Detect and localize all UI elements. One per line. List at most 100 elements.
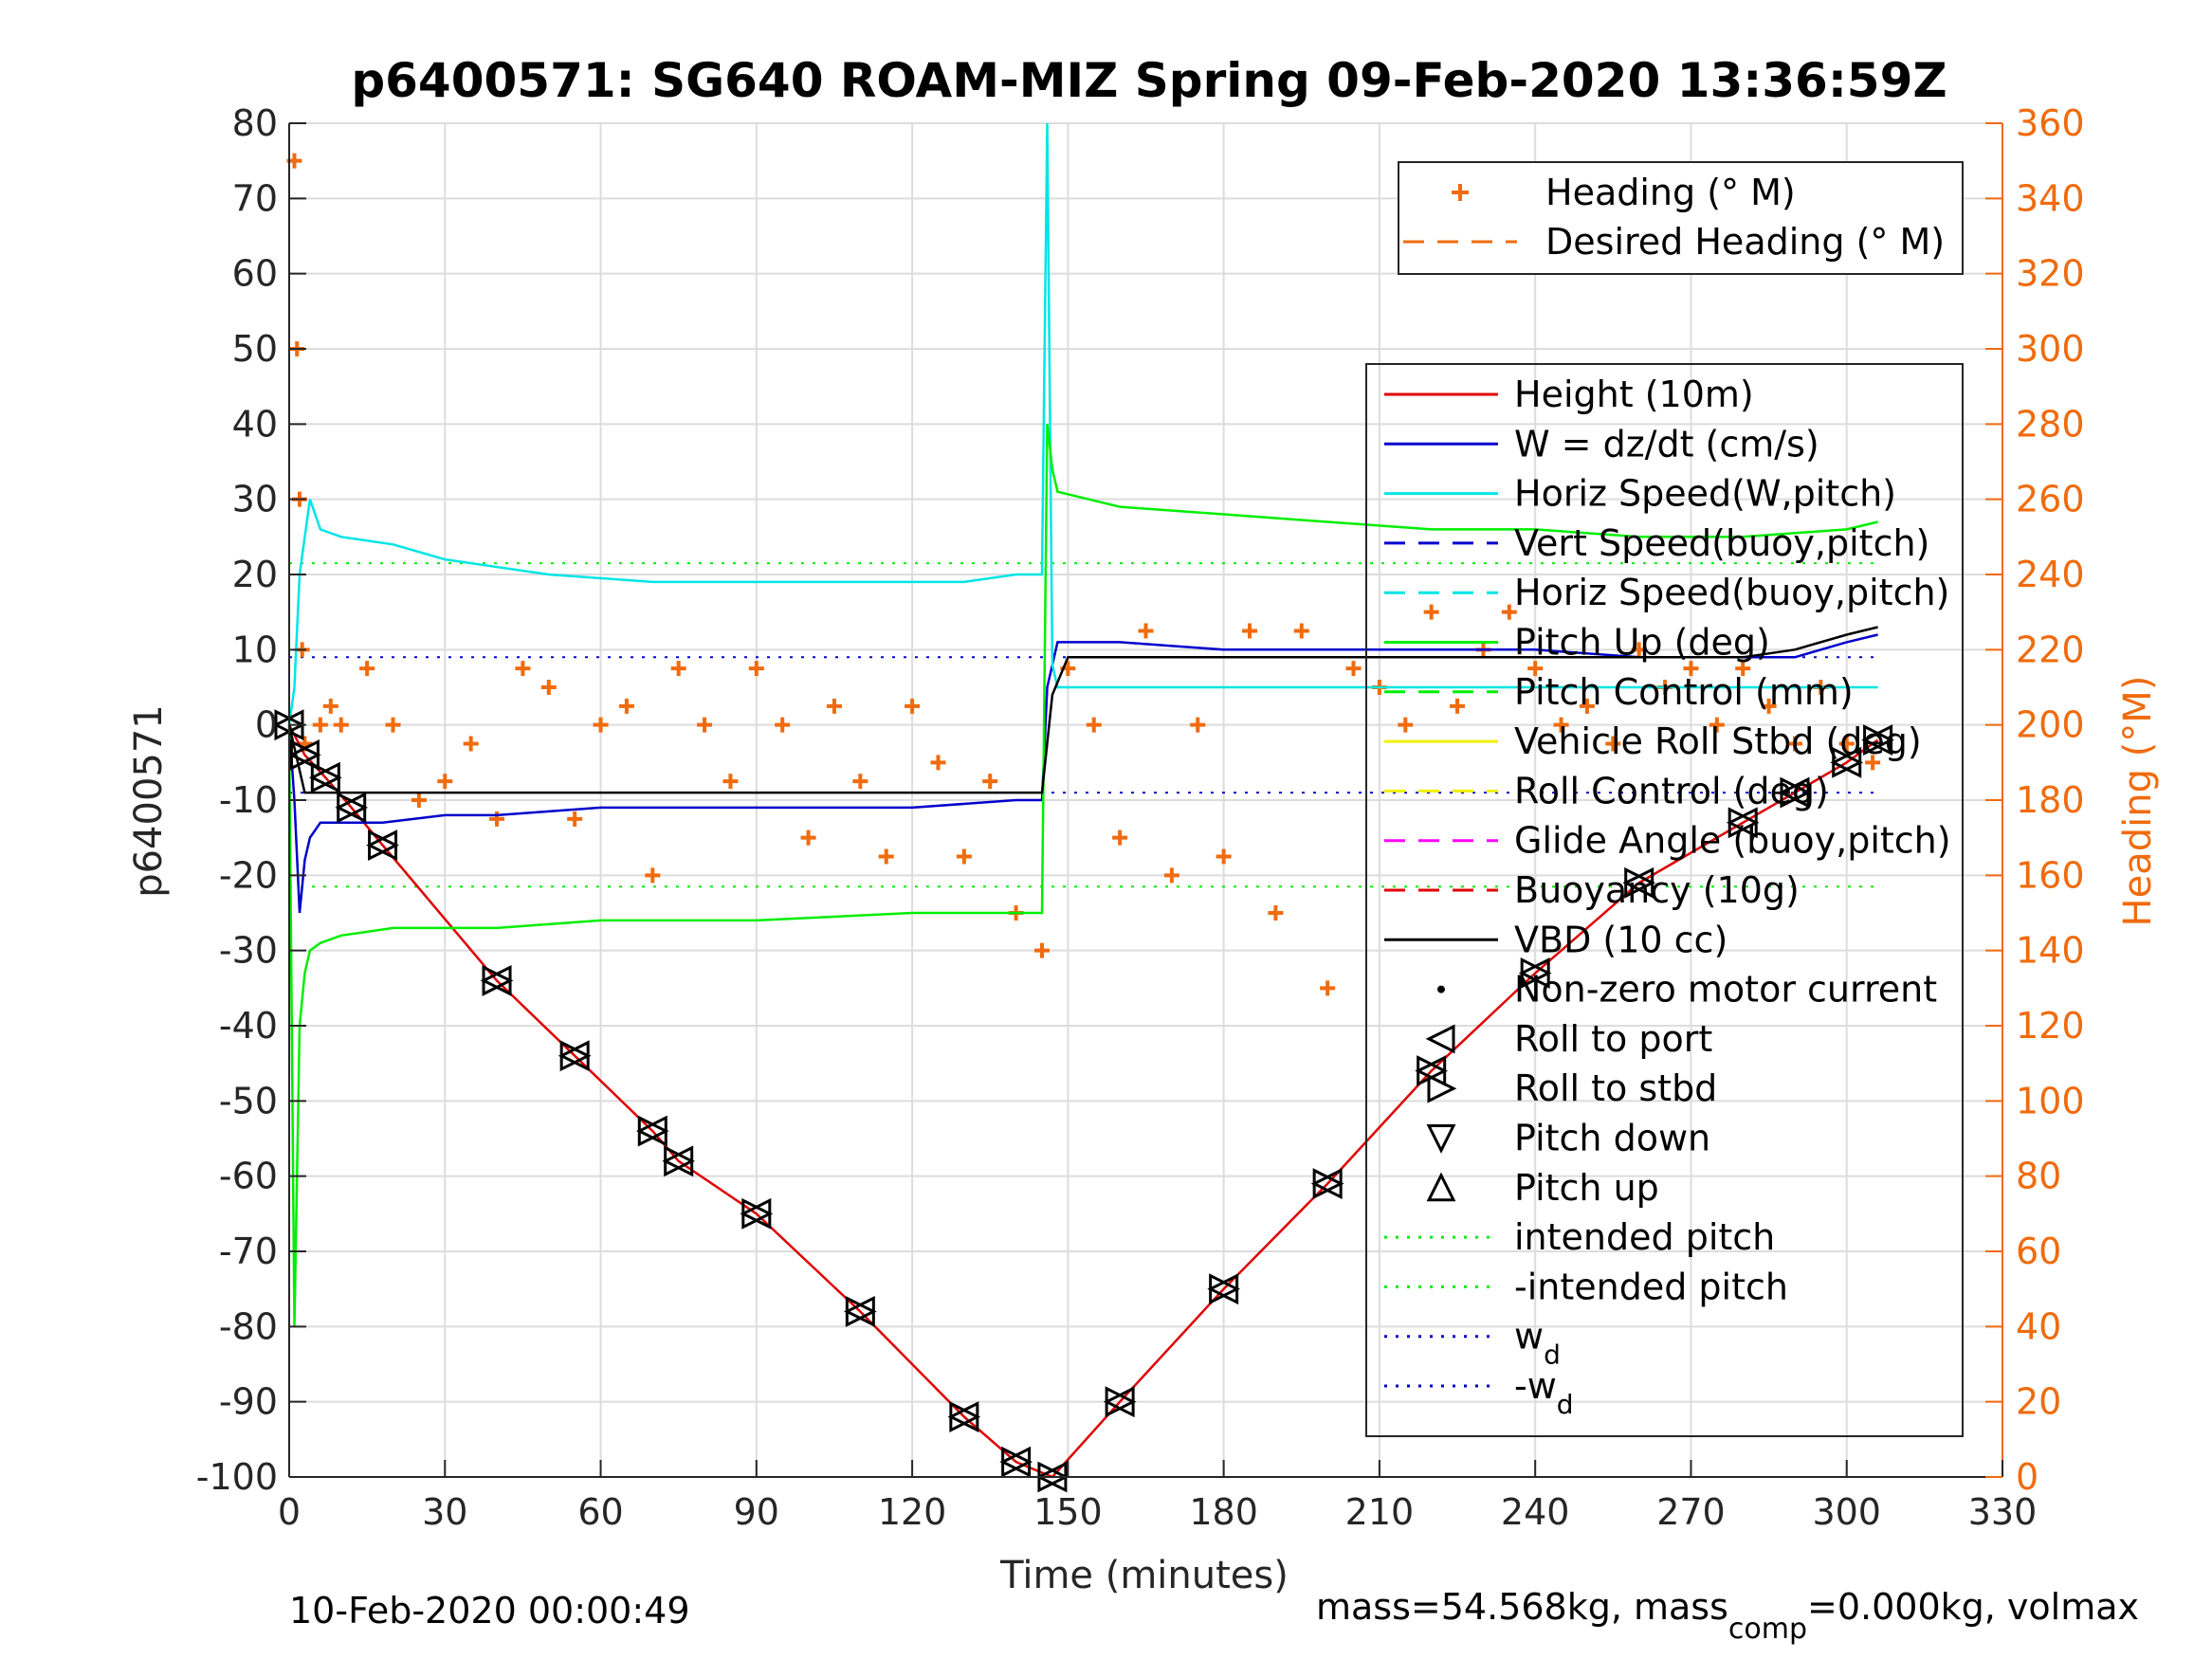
- heading-point: [1293, 623, 1309, 639]
- legend-entry-label: Glide Angle (buoy,pitch): [1514, 820, 1951, 862]
- x-tick-label: 90: [734, 1491, 779, 1533]
- heading-point: [982, 774, 998, 790]
- heading-point: [1631, 642, 1647, 658]
- x-axis-label: Time (minutes): [999, 1554, 1289, 1597]
- heading-point: [385, 717, 401, 733]
- x-tick-label: 60: [577, 1491, 623, 1533]
- y-right-tick-label: 300: [2016, 328, 2085, 370]
- legend-entry-label: Heading (° M): [1545, 172, 1796, 213]
- legend-triangle: [1426, 1172, 1456, 1202]
- heading-point: [1579, 698, 1595, 714]
- footer-mass: mass=54.568kg, masscomp=0.000kg, volmax: [1316, 1586, 2139, 1646]
- roll-stbd-marker: [949, 1401, 981, 1432]
- chart-title: p6400571: SG640 ROAM-MIZ Spring 09-Feb-2…: [351, 53, 1947, 108]
- legend-entry-label: Desired Heading (° M): [1545, 221, 1945, 263]
- x-tick-label: 180: [1189, 1491, 1258, 1533]
- legend-entry-label: Pitch up: [1514, 1167, 1659, 1209]
- x-tick-label: 120: [878, 1491, 947, 1533]
- heading-point: [1553, 717, 1569, 733]
- legend-entry-subscript: d: [1544, 1340, 1561, 1371]
- y-tick-label: -100: [196, 1456, 278, 1498]
- legend-entry-label: Pitch down: [1514, 1118, 1710, 1159]
- y-tick-label: -20: [219, 854, 278, 896]
- y-right-tick-label: 320: [2016, 253, 2085, 295]
- y-right-tick-label: 240: [2016, 554, 2085, 595]
- roll-stbd-marker: [368, 830, 399, 862]
- heading-point: [1216, 848, 1232, 865]
- y-axis-label: p6400571: [127, 704, 171, 898]
- series-line: [287, 626, 1878, 794]
- heading-point: [1190, 717, 1206, 733]
- x-tick-label: 240: [1501, 1491, 1570, 1533]
- heading-point: [956, 848, 972, 865]
- roll-stbd-marker: [1520, 957, 1552, 989]
- roll-stbd-marker: [845, 1296, 877, 1327]
- y-tick-label: -50: [219, 1080, 278, 1121]
- legend-entry-label: intended pitch: [1514, 1216, 1775, 1258]
- legend-heading: Heading (° M) Desired Heading (° M): [1398, 161, 1964, 275]
- y-tick-label: 50: [232, 328, 278, 370]
- y-tick-label: 0: [255, 704, 278, 746]
- y-tick-label: -40: [219, 1005, 278, 1047]
- series-line: [287, 122, 1878, 725]
- heading-point: [800, 830, 816, 846]
- axes: 0 30 60 90 120 150 180 210 240 270 300 330-100-90-8…: [196, 102, 2085, 1533]
- y-right-tick-label: 140: [2016, 930, 2085, 972]
- heading-point: [1138, 623, 1154, 639]
- legend-entry-label: Roll to stbd: [1514, 1067, 1717, 1109]
- heading-point: [312, 717, 328, 733]
- legend-dot: [1437, 985, 1445, 994]
- roll-stbd-marker: [482, 964, 514, 996]
- heading-point: [1112, 830, 1128, 846]
- heading-point: [1268, 905, 1284, 921]
- heading-point: [322, 698, 338, 714]
- grid: [288, 122, 2003, 1478]
- heading-point: [1242, 623, 1258, 639]
- y-right-tick-label: 260: [2016, 479, 2085, 520]
- y-tick-label: 80: [232, 102, 278, 144]
- y-right-tick-label: 20: [2016, 1381, 2061, 1423]
- legend-triangle: [1425, 1024, 1455, 1054]
- y-tick-label: 70: [232, 177, 278, 219]
- y-tick-label: 40: [232, 403, 278, 445]
- footer-timestamp: 10-Feb-2020 00:00:49: [289, 1590, 690, 1632]
- x-tick-label: 0: [278, 1491, 301, 1533]
- heading-point: [722, 774, 739, 790]
- legend-box: [1398, 161, 1964, 275]
- roll-stbd-marker: [1624, 866, 1656, 899]
- series-line: [287, 633, 1878, 914]
- y-right-tick-label: 80: [2016, 1156, 2061, 1197]
- heading-point: [1163, 867, 1179, 884]
- x-tick-label: 210: [1345, 1491, 1415, 1533]
- legend-entry-label: VBD (10 cc): [1514, 919, 1728, 960]
- y-tick-label: 20: [232, 554, 278, 595]
- heading-point: [1865, 755, 1881, 771]
- heading-point: [1398, 717, 1414, 733]
- heading-point: [1345, 661, 1362, 677]
- x-tick-label: 330: [1968, 1491, 2038, 1533]
- roll-stbd-marker: [559, 1040, 592, 1072]
- roll-stbd-marker: [1001, 1446, 1033, 1478]
- y-right-tick-label: 40: [2016, 1305, 2061, 1347]
- heading-point: [333, 717, 349, 733]
- roll-stbd-marker: [310, 761, 342, 793]
- legend-entry-label: Buoyancy (10g): [1514, 869, 1800, 911]
- x-tick-label: 270: [1656, 1491, 1726, 1533]
- heading-point: [1527, 661, 1544, 677]
- heading-point: [1450, 698, 1466, 714]
- legend-entry-label: Height (10m): [1514, 374, 1754, 415]
- data-series: [272, 122, 1894, 1493]
- legend-entry-label: Roll Control (deg): [1514, 770, 1829, 811]
- heading-point: [930, 755, 946, 771]
- x-tick-label: 30: [422, 1491, 467, 1533]
- y-right-tick-label: 280: [2016, 403, 2085, 445]
- legend-entry-label: Pitch Up (deg): [1514, 622, 1770, 664]
- roll-stbd-marker: [1780, 776, 1812, 809]
- footer-mass-post: =0.000kg, volmax: [1807, 1586, 2139, 1628]
- y-tick-label: -90: [219, 1381, 278, 1423]
- y-right-tick-label: 60: [2016, 1231, 2061, 1272]
- legend-entry-label: Vehicle Roll Stbd (deg): [1514, 720, 1922, 762]
- roll-stbd-marker: [1728, 807, 1760, 839]
- heading-point: [411, 793, 427, 808]
